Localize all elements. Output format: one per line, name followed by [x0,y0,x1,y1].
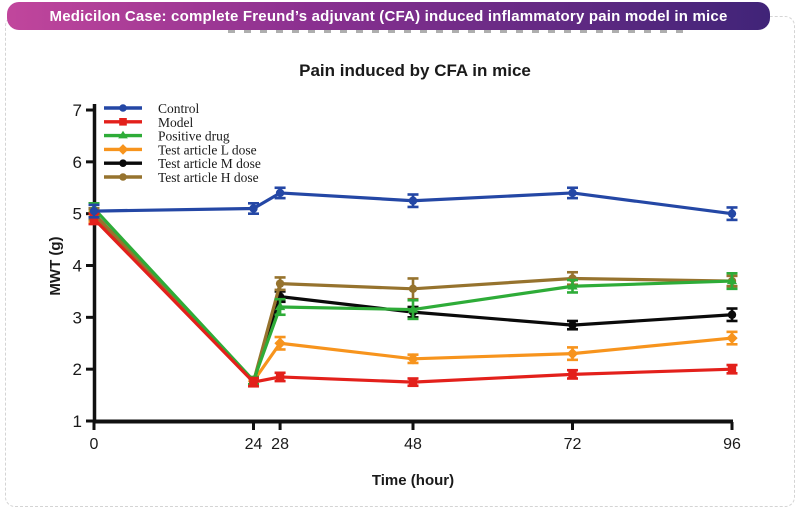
svg-text:Test article L dose: Test article L dose [158,142,257,157]
svg-text:Test article M dose: Test article M dose [158,156,261,171]
svg-text:5: 5 [73,205,82,224]
svg-text:4: 4 [73,257,82,276]
legend-item-test-article-m-dose: Test article M dose [104,156,261,171]
svg-text:28: 28 [271,436,289,453]
svg-text:Control: Control [158,101,200,116]
legend-item-model: Model [104,115,193,130]
svg-text:0: 0 [90,436,99,453]
svg-text:24: 24 [245,436,263,453]
legend-item-control: Control [104,101,200,116]
svg-text:48: 48 [404,436,422,453]
chart-svg: Pain induced by CFA in mice Time (hour) … [47,61,741,489]
svg-text:72: 72 [564,436,582,453]
svg-text:Positive drug: Positive drug [158,129,230,144]
svg-text:96: 96 [723,436,741,453]
svg-text:Test article H dose: Test article H dose [158,170,259,185]
svg-text:Model: Model [158,115,193,130]
case-title-text: Medicilon Case: complete Freund’s adjuva… [49,7,728,25]
legend-item-test-article-h-dose: Test article H dose [104,170,259,185]
svg-text:6: 6 [73,153,82,172]
legend-item-test-article-l-dose: Test article L dose [104,142,257,157]
case-title-banner: Medicilon Case: complete Freund’s adjuva… [7,2,770,30]
legend-item-positive-drug: Positive drug [104,129,230,144]
series-model [88,212,738,388]
obscured-caption-remnant [228,30,690,33]
chart-title: Pain induced by CFA in mice [299,61,531,80]
svg-text:1: 1 [73,412,82,431]
chart-area: Pain induced by CFA in mice Time (hour) … [0,30,800,512]
y-axis-label: MWT (g) [47,236,64,295]
svg-text:2: 2 [73,360,82,379]
series-control [88,186,738,222]
svg-text:7: 7 [73,101,82,120]
svg-text:3: 3 [73,308,82,327]
x-axis-label: Time (hour) [372,472,454,489]
